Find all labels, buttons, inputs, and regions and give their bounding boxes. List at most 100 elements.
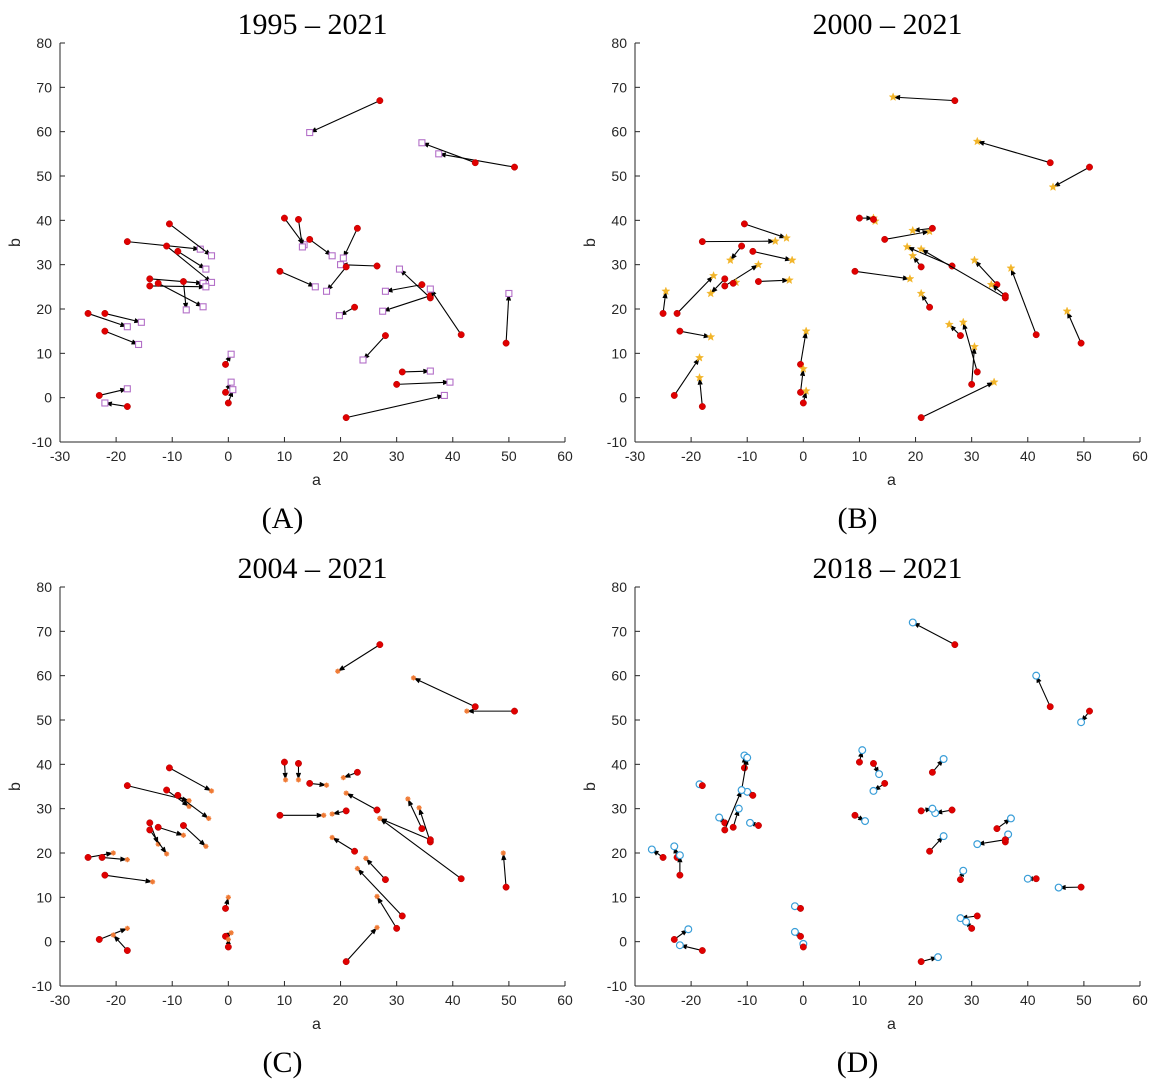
displacement-pair xyxy=(855,746,867,766)
asterisk-end-marker xyxy=(377,815,383,822)
displacement-pair xyxy=(725,242,746,265)
asterisk-end-marker xyxy=(464,708,470,714)
arrow-head xyxy=(971,346,977,354)
star-end-marker xyxy=(709,270,719,280)
x-tick-label: 30 xyxy=(389,448,405,464)
x-tick-label: -20 xyxy=(681,448,701,464)
y-tick-label: 60 xyxy=(611,668,627,684)
y-tick-label: 20 xyxy=(611,845,627,861)
arrow-shaft xyxy=(127,785,183,800)
x-tick-label: 30 xyxy=(964,448,980,464)
asterisk-end-marker xyxy=(329,811,335,817)
displacement-pair xyxy=(715,813,729,827)
arrow-shaft xyxy=(182,281,187,303)
square-end-marker xyxy=(328,252,336,260)
displacement-pair xyxy=(743,787,757,799)
displacement-pair xyxy=(1006,263,1040,339)
displacement-pair xyxy=(729,804,743,831)
panel-label: (D) xyxy=(837,1046,879,1079)
y-tick-label: 70 xyxy=(36,623,52,639)
displacement-pair xyxy=(110,932,131,954)
displacement-pair xyxy=(101,871,156,885)
displacement-pair xyxy=(222,894,231,912)
y-tick-label: 0 xyxy=(619,390,627,406)
start-point xyxy=(956,332,964,340)
y-tick-label: 10 xyxy=(611,345,627,361)
displacement-pair xyxy=(916,288,934,311)
square-end-marker xyxy=(207,278,216,286)
start-point xyxy=(721,275,729,283)
asterisk-end-marker xyxy=(321,812,327,818)
start-point xyxy=(1001,836,1009,844)
arrow-head xyxy=(466,708,474,714)
start-point xyxy=(659,309,667,317)
displacement-pair xyxy=(797,326,811,368)
displacement-pair xyxy=(675,851,684,879)
star-end-marker xyxy=(801,326,811,336)
star-end-marker xyxy=(725,255,735,265)
y-tick-label: 10 xyxy=(611,889,627,905)
arrow-head xyxy=(295,772,302,780)
start-point xyxy=(738,242,746,250)
start-point xyxy=(799,399,807,407)
asterisk-end-marker xyxy=(282,777,289,783)
arrow-shaft xyxy=(503,859,507,888)
displacement-pair xyxy=(500,850,510,891)
displacement-pair xyxy=(359,332,389,364)
displacement-pair xyxy=(98,853,130,863)
square-end-marker xyxy=(137,318,145,326)
asterisk-end-marker xyxy=(124,925,130,931)
displacement-pair xyxy=(163,242,216,286)
displacement-pair xyxy=(958,317,981,376)
start-point xyxy=(418,281,426,289)
arrow-shaft xyxy=(149,829,164,849)
arrow-shaft xyxy=(402,370,424,373)
start-point xyxy=(1032,875,1040,883)
displacement-pair xyxy=(851,811,870,826)
y-tick-label: 20 xyxy=(611,301,627,317)
arrow-shaft xyxy=(505,300,510,344)
start-point xyxy=(881,235,889,243)
arrow-shaft xyxy=(884,232,923,240)
displacement-pair xyxy=(956,866,968,884)
arrow-shaft xyxy=(404,273,431,299)
displacement-pair xyxy=(276,267,319,291)
y-tick-label: 30 xyxy=(611,801,627,817)
arrow-shaft xyxy=(345,932,373,962)
panel-label: (C) xyxy=(263,1046,303,1079)
star-end-marker xyxy=(1006,263,1016,273)
chart-title: 2018 – 2021 xyxy=(813,552,963,585)
arrow-shaft xyxy=(99,930,122,940)
start-point xyxy=(457,331,465,339)
start-point xyxy=(426,836,434,844)
y-tick-label: 70 xyxy=(611,79,627,95)
y-tick-label: 20 xyxy=(36,301,52,317)
x-tick-label: -10 xyxy=(737,992,757,1008)
arrow-shaft xyxy=(1038,681,1051,707)
start-point xyxy=(1046,703,1054,711)
displacement-pair xyxy=(146,282,210,291)
displacement-pair xyxy=(797,364,808,396)
displacement-pair xyxy=(101,327,143,349)
start-point xyxy=(749,791,757,799)
star-end-marker xyxy=(902,242,912,251)
y-tick-label: -10 xyxy=(607,434,627,450)
scatter-chart-d: 2018 – 2021 -30 -20 -10 0 10 20 30 40 50 60 -10 0 10 2… xyxy=(582,552,1148,1079)
start-point xyxy=(721,826,729,834)
circle-end-marker xyxy=(734,804,743,813)
circle-end-marker xyxy=(1054,883,1063,892)
arrow-shaft xyxy=(284,217,301,240)
arrow-head xyxy=(730,253,737,261)
square-end-marker xyxy=(207,252,216,260)
displacement-pair xyxy=(295,215,306,251)
circle-end-marker xyxy=(675,851,684,860)
start-point xyxy=(154,823,162,831)
circle-end-marker xyxy=(939,832,948,841)
y-tick-label: 60 xyxy=(36,124,52,140)
displacement-pair xyxy=(343,790,381,814)
arrow-shaft xyxy=(673,363,697,396)
start-point xyxy=(295,759,302,767)
square-end-marker xyxy=(440,391,448,400)
x-tick-label: 50 xyxy=(1076,448,1092,464)
arrow-head xyxy=(768,238,776,244)
